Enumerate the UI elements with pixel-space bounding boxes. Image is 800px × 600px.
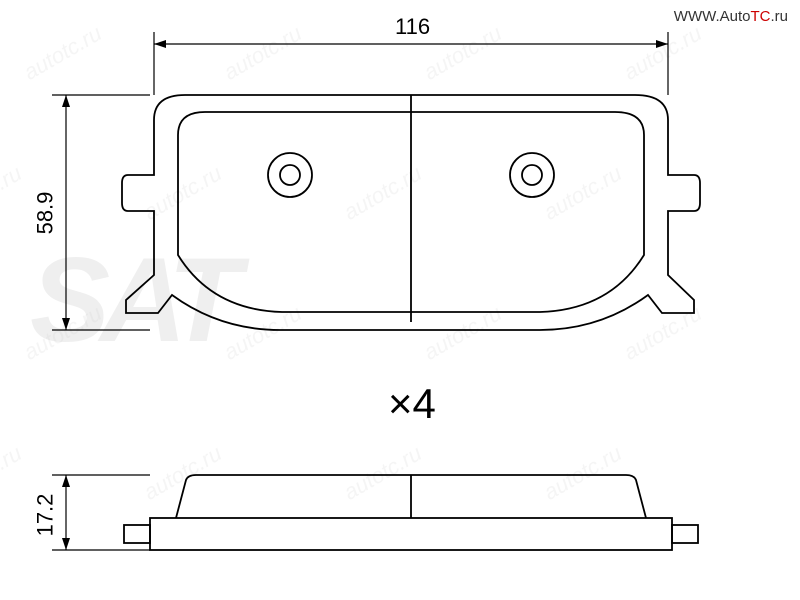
dim-width-value: 116 (395, 14, 430, 40)
website-url: WWW.AutoTC.ru (674, 8, 788, 25)
dim-width (154, 32, 668, 95)
dim-thickness (52, 475, 150, 550)
dim-thickness-value: 17.2 (32, 494, 58, 537)
brake-pad-top-view (122, 95, 700, 330)
dim-height (52, 95, 150, 330)
url-suffix: .ru (770, 8, 788, 25)
dim-height-value: 58.9 (32, 192, 58, 235)
url-prefix: WWW. (674, 8, 720, 25)
quantity-label: ×4 (388, 380, 436, 428)
url-name: Auto (720, 8, 751, 25)
brake-pad-side-view (124, 475, 698, 550)
url-highlight: TC (750, 8, 770, 25)
technical-drawing (0, 0, 800, 600)
